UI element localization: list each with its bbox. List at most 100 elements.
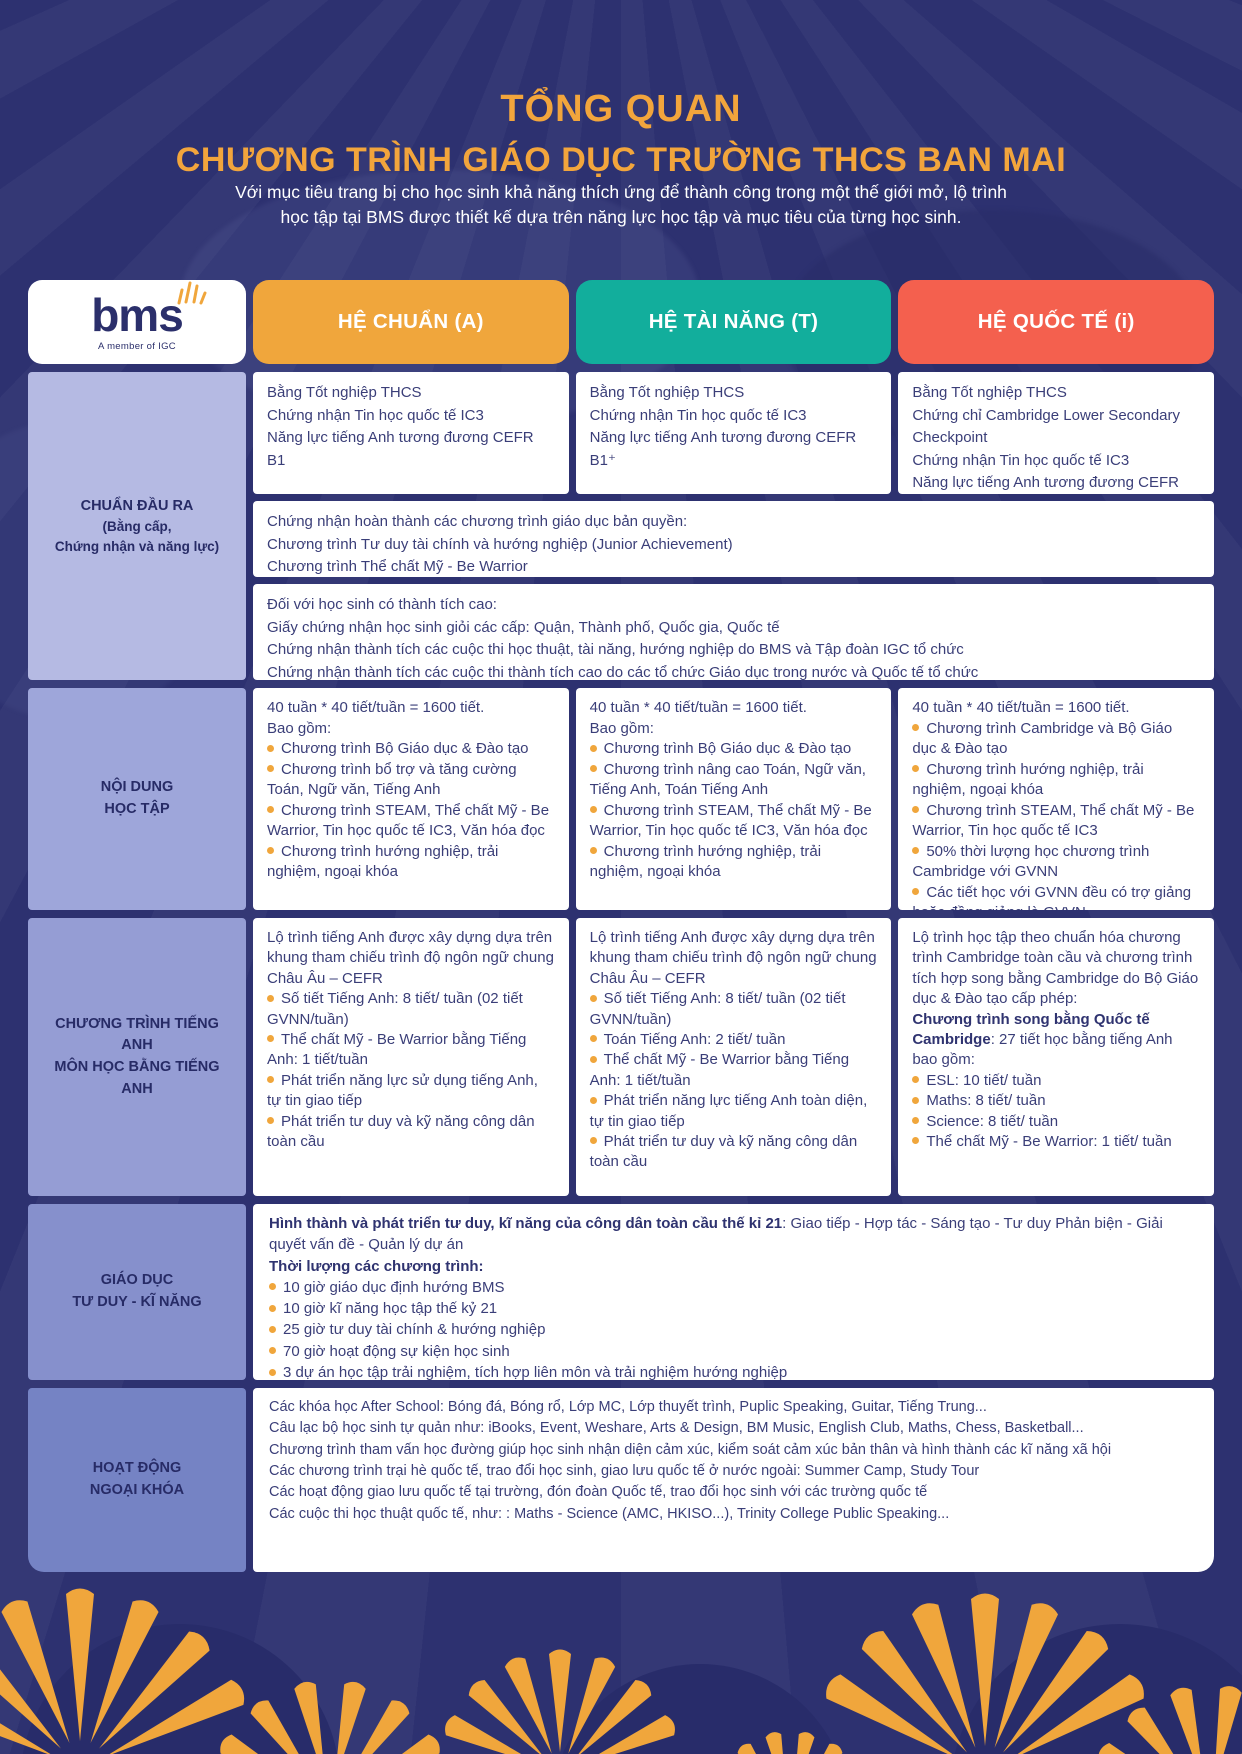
outcome-line: Chứng nhận Tin học quốc tế IC3 xyxy=(912,451,1130,469)
bullet-dot-icon xyxy=(912,806,920,814)
bullet-text: Phát triển tư duy và kỹ năng công dân to… xyxy=(589,1132,858,1171)
extracurricular-line: Các khóa học After School: Bóng đá, Bóng… xyxy=(269,1399,987,1415)
outcome-line: Chứng nhận Tin học quốc tế IC3 xyxy=(267,406,484,424)
bullet-dot-icon xyxy=(267,1076,274,1084)
bullet-item: Thể chất Mỹ - Be Warrior bằng Tiếng Anh:… xyxy=(267,1030,555,1071)
row-label-line: NGOẠI KHÓA xyxy=(89,1482,185,1498)
row-outcomes: CHUẨN ĐẦU RA (Bằng cấp, Chứng nhận và nă… xyxy=(28,372,1215,681)
title-line-1: TỔNG QUAN xyxy=(500,88,742,130)
bullet-dot-icon xyxy=(589,994,597,1002)
bullet-text: ESL: 10 tiết/ tuần xyxy=(926,1071,1042,1089)
bullet-item: Phát triển năng lực sử dụng tiếng Anh, t… xyxy=(267,1071,555,1112)
bullet-item: 3 dự án học tập trải nghiệm, tích hợp li… xyxy=(269,1362,1198,1380)
bullet-item: Phát triển tư duy và kỹ năng công dân to… xyxy=(267,1112,555,1153)
outcome-line: Chứng chỉ Cambridge Lower Secondary Chec… xyxy=(912,406,1181,447)
skills-intro-bold: Hình thành và phát triển tư duy, kĩ năng… xyxy=(269,1215,783,1232)
logo-tagline: A member of IGC xyxy=(98,341,176,352)
bullet-dot-icon xyxy=(269,1326,276,1334)
bullet-item: Thể chất Mỹ - Be Warrior bằng Tiếng Anh:… xyxy=(589,1050,878,1091)
bullet-text: Phát triển năng lực tiếng Anh toàn diện,… xyxy=(589,1092,868,1130)
bullet-dot-icon xyxy=(269,1304,276,1312)
bullet-item: Số tiết Tiếng Anh: 8 tiết/ tuần (02 tiết… xyxy=(589,989,878,1030)
bullet-dot-icon xyxy=(912,1096,920,1104)
skills-intro-rest: : Giao tiếp - Hợp tác - Sáng tạo - Tư du… xyxy=(269,1215,1163,1254)
row-label-line: NỘI DUNG xyxy=(100,779,174,796)
outcome-line: Năng lực tiếng Anh tương đương CEFR B1⁺ xyxy=(589,429,857,469)
bullet-text: Chương trình Cambridge và Bộ Giáo dục & … xyxy=(912,719,1173,758)
bullet-dot-icon xyxy=(267,1035,274,1043)
english-intro: Lộ trình tiếng Anh được xây dựng dựa trê… xyxy=(267,929,554,987)
bullet-dot-icon xyxy=(589,744,597,752)
bullet-text: Science: 8 tiết/ tuần xyxy=(926,1112,1059,1130)
bullet-item: Phát triển tư duy và kỹ năng công dân to… xyxy=(589,1132,878,1173)
sunburst-icon xyxy=(177,281,207,305)
bullet-item: Chương trình hướng nghiệp, trải nghiệm, … xyxy=(912,760,1200,801)
bullet-dot-icon xyxy=(589,1137,597,1145)
bullet-item: ESL: 10 tiết/ tuần xyxy=(912,1071,1200,1091)
bullet-dot-icon xyxy=(912,888,920,896)
bullet-text: Chương trình hướng nghiệp, trải nghiệm, … xyxy=(589,842,822,881)
bullet-item: Chương trình hướng nghiệp, trải nghiệm, … xyxy=(267,842,555,883)
english-cell-i: Lộ trình học tập theo chuẩn hóa chương t… xyxy=(898,918,1215,1196)
outcome-line: Bằng Tốt nghiệp THCS xyxy=(912,384,1067,401)
outcome-line: Bằng Tốt nghiệp THCS xyxy=(589,384,745,401)
bullet-text: Chương trình bổ trợ và tăng cường Toán, … xyxy=(267,760,517,799)
bullet-item: Chương trình nâng cao Toán, Ngữ văn, Tiế… xyxy=(589,760,878,801)
english-intro: Lộ trình tiếng Anh được xây dựng dựa trê… xyxy=(589,929,877,987)
bullet-text: Chương trình STEAM, Thể chất Mỹ - Be War… xyxy=(589,801,872,840)
row-label-thinking-skills: GIÁO DỤC TƯ DUY - KĨ NĂNG xyxy=(28,1204,246,1380)
bullet-item: Toán Tiếng Anh: 2 tiết/ tuần xyxy=(589,1030,878,1050)
bullet-dot-icon xyxy=(912,765,920,773)
bullet-text: 10 giờ kĩ năng học tập thế kỷ 21 xyxy=(283,1300,498,1318)
bullet-text: Số tiết Tiếng Anh: 8 tiết/ tuần (02 tiết… xyxy=(589,990,846,1028)
bullet-text: Chương trình Bộ Giáo dục & Đào tạo xyxy=(603,740,852,758)
bullet-item: Chương trình Cambridge và Bộ Giáo dục & … xyxy=(912,719,1200,760)
bullet-dot-icon xyxy=(267,806,274,814)
outcome-line: Chứng nhận Tin học quốc tế IC3 xyxy=(589,406,807,424)
content-intro: Bao gồm: xyxy=(267,719,332,737)
content-intro: 40 tuần * 40 tiết/tuần = 1600 tiết. xyxy=(589,699,807,716)
table-header-row: bms A member of IGC HỆ CHUẨN (A) HỆ TÀI … xyxy=(28,280,1215,364)
bullet-item: 10 giờ kĩ năng học tập thế kỷ 21 xyxy=(269,1298,1198,1319)
content-cell-i: 40 tuần * 40 tiết/tuần = 1600 tiết. Chươ… xyxy=(898,688,1215,910)
outcomes-cell-a: Bằng Tốt nghiệp THCS Chứng nhận Tin học … xyxy=(253,372,569,494)
page-title: TỔNG QUAN CHƯƠNG TRÌNH GIÁO DỤC TRƯỜNG T… xyxy=(0,88,1242,180)
skills-cell: Hình thành và phát triển tư duy, kĩ năng… xyxy=(253,1204,1214,1380)
bullet-dot-icon xyxy=(267,994,274,1002)
bullet-text: Toán Tiếng Anh: 2 tiết/ tuần xyxy=(603,1030,786,1048)
achievement-line: Chứng nhận thành tích các cuộc thi thành… xyxy=(267,663,979,681)
title-line-2: CHƯƠNG TRÌNH GIÁO DỤC TRƯỜNG THCS BAN MA… xyxy=(175,141,1067,179)
content-cell-a: 40 tuần * 40 tiết/tuần = 1600 tiết. Bao … xyxy=(253,688,569,910)
bullet-text: Phát triển năng lực sử dụng tiếng Anh, t… xyxy=(267,1071,538,1110)
row-label-outcomes: CHUẨN ĐẦU RA (Bằng cấp, Chứng nhận và nă… xyxy=(28,372,246,680)
bullet-text: 25 giờ tư duy tài chính & hướng nghiệp xyxy=(283,1321,546,1339)
bullet-text: Maths: 8 tiết/ tuần xyxy=(926,1092,1046,1110)
skills-duration-heading: Thời lượng các chương trình: xyxy=(269,1257,484,1275)
bullet-text: Thể chất Mỹ - Be Warrior bằng Tiếng Anh:… xyxy=(267,1030,527,1069)
content-intro: 40 tuần * 40 tiết/tuần = 1600 tiết. xyxy=(912,699,1130,716)
extracurricular-line: Câu lạc bộ học sinh tự quản như: iBooks,… xyxy=(269,1420,1084,1437)
bullet-text: 3 dự án học tập trải nghiệm, tích hợp li… xyxy=(283,1364,788,1380)
bullet-item: Các tiết học với GVNN đều có trợ giảng h… xyxy=(912,883,1200,910)
bullet-dot-icon xyxy=(589,765,597,773)
bullet-item: 70 giờ hoạt động sự kiện học sinh xyxy=(269,1341,1198,1362)
program-table: bms A member of IGC HỆ CHUẨN (A) HỆ TÀI … xyxy=(28,280,1215,1572)
bullet-dot-icon xyxy=(267,765,274,773)
bullet-dot-icon xyxy=(912,1137,920,1145)
bullet-item: 10 giờ giáo dục định hướng BMS xyxy=(269,1277,1198,1298)
english-cell-a: Lộ trình tiếng Anh được xây dựng dựa trê… xyxy=(253,918,569,1196)
bullet-text: 10 giờ giáo dục định hướng BMS xyxy=(283,1278,505,1296)
bullet-text: Chương trình hướng nghiệp, trải nghiệm, … xyxy=(912,760,1144,799)
row-extracurricular: HOẠT ĐỘNG NGOẠI KHÓA Các khóa học After … xyxy=(28,1388,1214,1572)
extracurricular-line: Các hoạt động giao lưu quốc tế tại trườn… xyxy=(269,1484,928,1501)
bullet-dot-icon xyxy=(267,847,274,855)
achievement-line: Giấy chứng nhận học sinh giỏi các cấp: Q… xyxy=(267,618,780,636)
content-intro: Bao gồm: xyxy=(589,719,654,737)
bullet-dot-icon xyxy=(267,1117,274,1125)
bullet-dot-icon xyxy=(589,1035,597,1043)
content-cell-t: 40 tuần * 40 tiết/tuần = 1600 tiết. Bao … xyxy=(575,688,892,910)
english-bold-program: Chương trình song bằng Quốc tế Cambridge xyxy=(912,1010,1150,1048)
bullet-text: Chương trình STEAM, Thể chất Mỹ - Be War… xyxy=(267,801,550,840)
bullet-dot-icon xyxy=(589,1055,597,1063)
